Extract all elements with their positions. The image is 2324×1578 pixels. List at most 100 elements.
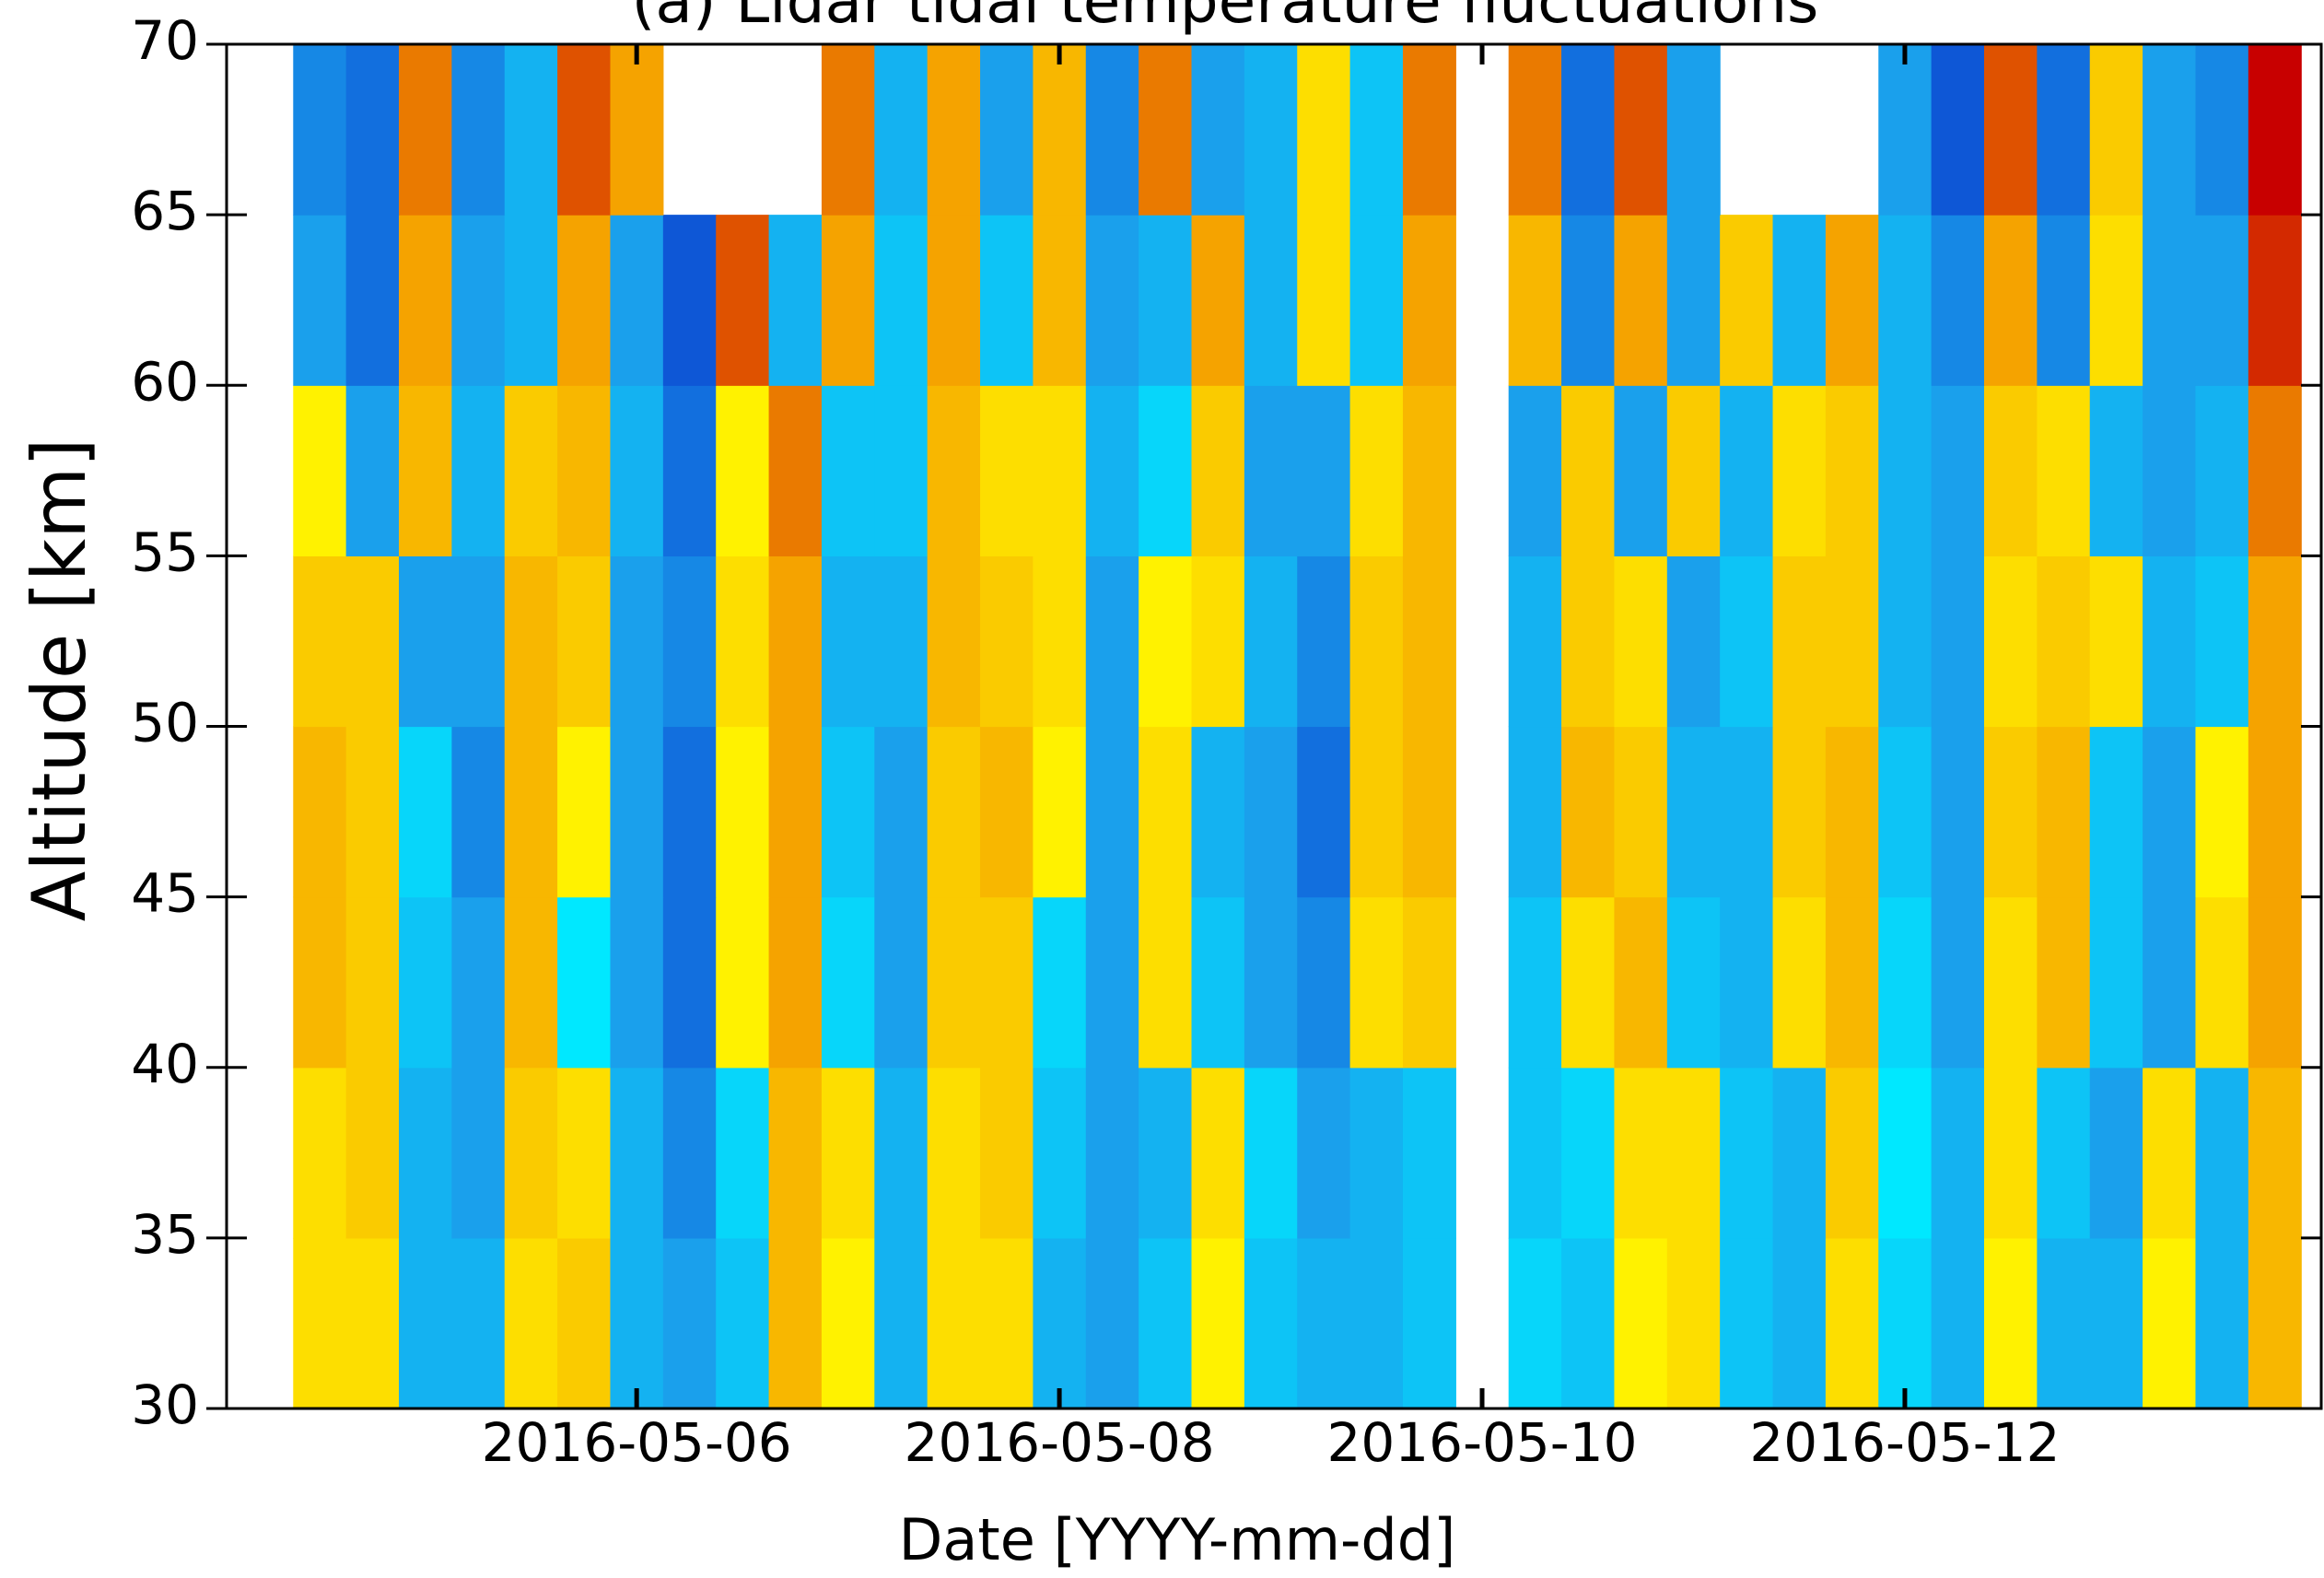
- heatmap-cell: [1402, 726, 1456, 898]
- heatmap-cell: [1825, 1237, 1879, 1409]
- heatmap-cell: [1402, 1067, 1456, 1239]
- heatmap-cell: [768, 1237, 823, 1409]
- heatmap-cell: [768, 555, 823, 728]
- y-tick-label: 40: [131, 1033, 199, 1095]
- heatmap-cell: [1984, 44, 2038, 216]
- heatmap-cell: [504, 215, 558, 386]
- heatmap-cell: [1931, 385, 1985, 556]
- heatmap-cell: [1508, 385, 1562, 556]
- heatmap-cell: [345, 385, 400, 556]
- heatmap-cell: [1033, 726, 1087, 898]
- heatmap-cell: [1614, 385, 1668, 556]
- heatmap-cell: [293, 555, 347, 728]
- heatmap-cell: [293, 1237, 347, 1409]
- heatmap-cell: [1561, 726, 1616, 898]
- heatmap-cell: [1139, 1237, 1193, 1409]
- heatmap-cell: [927, 726, 981, 898]
- heatmap-cell: [1297, 555, 1351, 728]
- heatmap-cell: [1666, 44, 1721, 216]
- heatmap-cell: [1085, 385, 1139, 556]
- heatmap-cell: [1139, 215, 1193, 386]
- heatmap-cell: [1772, 1237, 1827, 1409]
- heatmap-cell: [662, 726, 717, 898]
- heatmap-cell: [821, 896, 875, 1069]
- heatmap-cell: [1825, 896, 1879, 1069]
- heatmap-cell: [293, 215, 347, 386]
- heatmap-cell: [1614, 555, 1668, 728]
- heatmap-cell: [1244, 1237, 1298, 1409]
- heatmap-cell: [1614, 1237, 1668, 1409]
- heatmap-cell: [821, 726, 875, 898]
- heatmap-cell: [2089, 1237, 2143, 1409]
- heatmap-cell: [293, 44, 347, 216]
- heatmap-cell: [874, 896, 928, 1069]
- heatmap-cell: [2248, 1237, 2302, 1409]
- heatmap-cell: [1931, 555, 1985, 728]
- heatmap-cell: [662, 215, 717, 386]
- heatmap-cell: [1772, 896, 1827, 1069]
- heatmap-cell: [2195, 555, 2249, 728]
- heatmap-cell: [1349, 1237, 1404, 1409]
- heatmap-cell: [1720, 726, 1774, 898]
- heatmap-cell: [1720, 1067, 1774, 1239]
- heatmap-cell: [610, 385, 664, 556]
- heatmap-cell: [768, 1067, 823, 1239]
- heatmap-cell: [927, 1067, 981, 1239]
- heatmap-cell: [980, 44, 1034, 216]
- y-axis-label: Altitude [km]: [17, 438, 102, 922]
- heatmap-cell: [557, 385, 612, 556]
- heatmap-cell: [1085, 215, 1139, 386]
- heatmap-cell: [2195, 385, 2249, 556]
- heatmap-cell: [821, 385, 875, 556]
- heatmap-cell: [610, 896, 664, 1069]
- heatmap-cell: [2037, 44, 2091, 216]
- heatmap-cell: [716, 1067, 770, 1239]
- heatmap-cell: [610, 726, 664, 898]
- heatmap-cell: [2143, 44, 2197, 216]
- heatmap-cell: [1825, 1067, 1879, 1239]
- heatmap-cell: [2089, 896, 2143, 1069]
- heatmap-cell: [1402, 1237, 1456, 1409]
- heatmap-cell: [345, 1067, 400, 1239]
- y-tick-label: 55: [131, 520, 199, 583]
- heatmap-cell: [1561, 1067, 1616, 1239]
- heatmap-cell: [1614, 896, 1668, 1069]
- heatmap-cell: [1085, 1237, 1139, 1409]
- heatmap-cell: [1772, 555, 1827, 728]
- heatmap-cell: [1349, 896, 1404, 1069]
- heatmap-cell: [1561, 215, 1616, 386]
- heatmap-cell: [1297, 1237, 1351, 1409]
- heatmap-cell: [1561, 555, 1616, 728]
- heatmap-cell: [345, 896, 400, 1069]
- heatmap-cell: [1191, 555, 1245, 728]
- heatmap-cell: [2037, 1237, 2091, 1409]
- heatmap-cell: [1033, 896, 1087, 1069]
- heatmap-cell: [1825, 555, 1879, 728]
- heatmap-cell: [1984, 1067, 2038, 1239]
- heatmap-cell: [2195, 44, 2249, 216]
- heatmap-cell: [768, 726, 823, 898]
- heatmap-cell: [1085, 555, 1139, 728]
- heatmap-cell: [451, 555, 506, 728]
- heatmap-cell: [1033, 44, 1087, 216]
- heatmap-cell: [874, 726, 928, 898]
- heatmap-cell: [1139, 385, 1193, 556]
- heatmap-cell: [716, 555, 770, 728]
- heatmap-cell: [2037, 726, 2091, 898]
- heatmap-cell: [1085, 44, 1139, 216]
- heatmap-cell: [716, 1237, 770, 1409]
- heatmap-cell: [399, 726, 452, 898]
- x-axis-label: Date [YYYY-mm-dd]: [899, 1506, 1456, 1573]
- heatmap-cell: [1878, 385, 1933, 556]
- heatmap-cell: [716, 896, 770, 1069]
- heatmap-cell: [2195, 896, 2249, 1069]
- heatmap-cell: [1297, 896, 1351, 1069]
- heatmap-cell: [1191, 1237, 1245, 1409]
- heatmap-cell: [451, 385, 506, 556]
- heatmap-cell: [1244, 1067, 1298, 1239]
- heatmap-cell: [293, 726, 347, 898]
- heatmap-cell: [1772, 726, 1827, 898]
- y-tick-label: 60: [131, 350, 199, 413]
- heatmap-cell: [2037, 1067, 2091, 1239]
